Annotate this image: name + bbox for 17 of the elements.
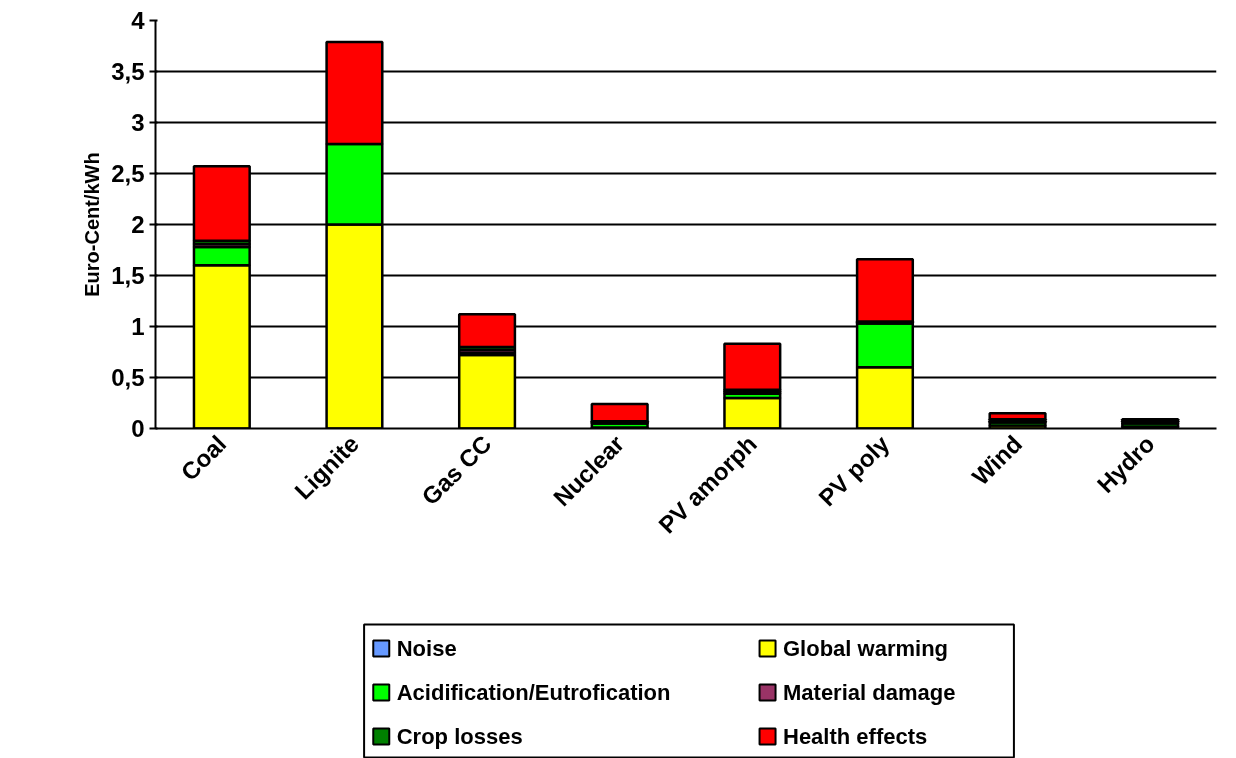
x-tick-label: Gas CC	[416, 429, 497, 511]
legend-label: Material damage	[783, 680, 956, 705]
y-tick-label: 2,5	[111, 160, 145, 187]
y-tick-label: 2	[131, 211, 145, 238]
y-tick-label: 3,5	[111, 58, 145, 85]
y-tick-label: 4	[131, 7, 146, 34]
legend-label: Crop losses	[396, 724, 523, 749]
legend-label: Global warming	[783, 636, 949, 661]
legend-label: Acidification/Eutrofication	[396, 680, 671, 705]
y-tick-label: 0	[131, 415, 145, 442]
y-tick-label: 0,5	[111, 364, 145, 391]
y-axis-title: Euro-Cent/kWh	[81, 152, 104, 297]
y-tick-label: 3	[131, 109, 145, 136]
y-tick-label: 1,5	[111, 262, 145, 289]
y-tick-label: 1	[131, 313, 145, 340]
legend-label: Health effects	[783, 724, 928, 749]
legend-label: Noise	[396, 636, 457, 661]
